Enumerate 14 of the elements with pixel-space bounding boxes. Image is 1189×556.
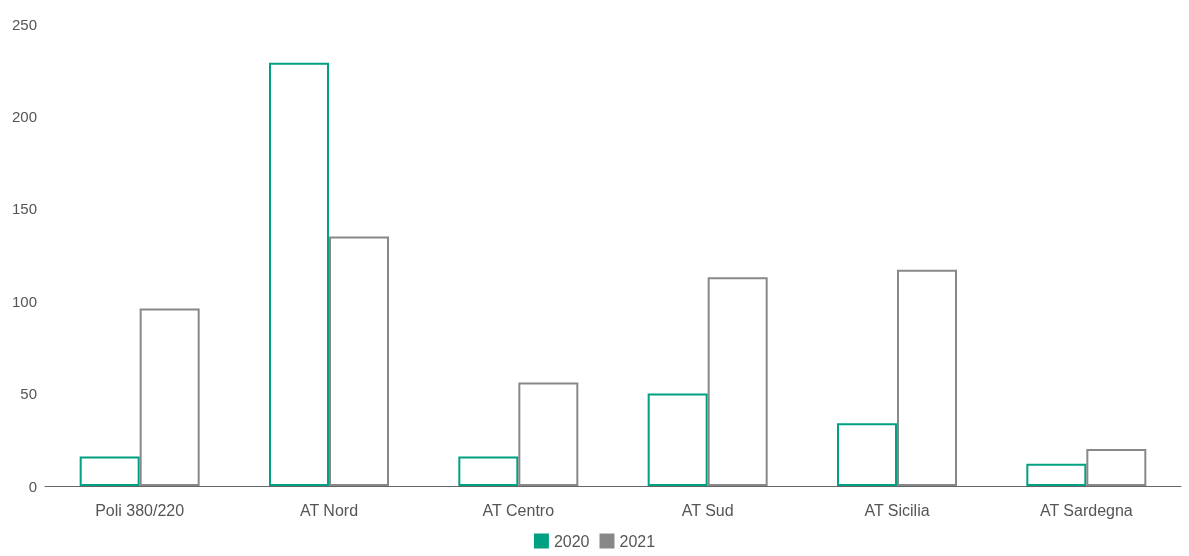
- x-tick-label: AT Nord: [299, 501, 359, 519]
- legend-label: 2021: [619, 532, 656, 550]
- x-tick-label: AT Centro: [482, 501, 555, 519]
- y-tick-label: 250: [11, 15, 37, 33]
- x-tick-label: Poli 380/220: [95, 501, 185, 519]
- y-tick-label: 0: [28, 477, 37, 495]
- y-tick-label: 150: [11, 200, 37, 218]
- x-tick-label: AT Sardegna: [1039, 501, 1133, 519]
- legend-label: 2020: [553, 532, 590, 550]
- x-tick-label: AT Sicilia: [864, 501, 930, 519]
- y-tick-label: 50: [20, 385, 37, 403]
- y-tick-label: 200: [11, 107, 37, 125]
- y-tick-label: 100: [11, 292, 37, 310]
- x-tick-label: AT Sud: [681, 501, 734, 519]
